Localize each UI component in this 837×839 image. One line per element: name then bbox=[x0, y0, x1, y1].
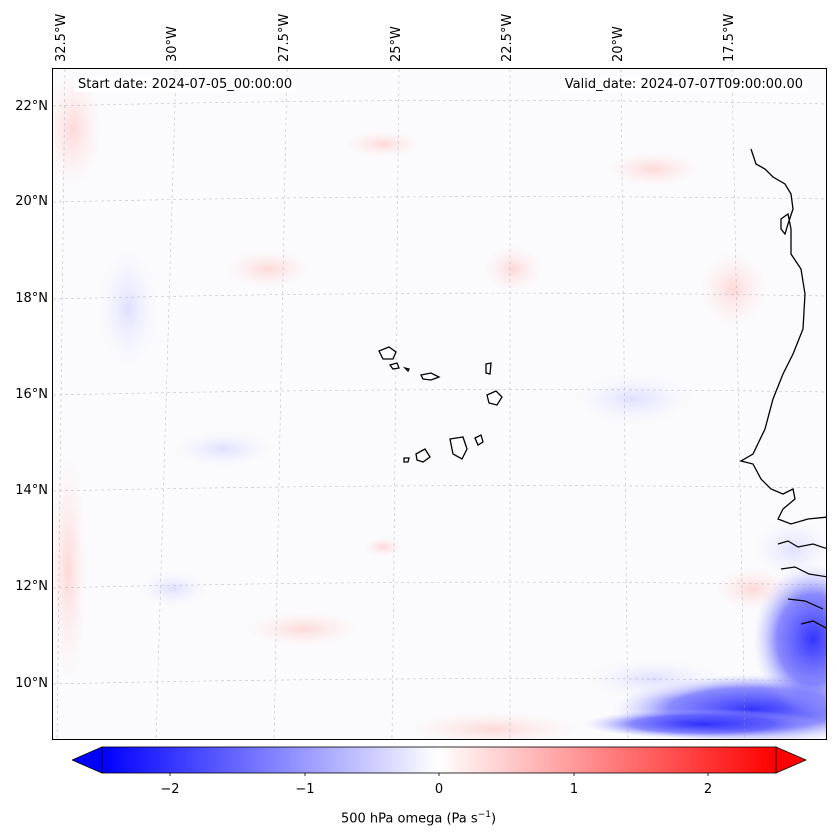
omega-pale-anomalies bbox=[53, 69, 793, 739]
cape-verde-islands bbox=[378, 346, 503, 463]
start-date-label: Start date: 2024-07-05_00:00:00 bbox=[74, 77, 297, 92]
colorbar-tick-label: −2 bbox=[160, 782, 180, 797]
map-field bbox=[53, 69, 826, 739]
island-santiago bbox=[449, 436, 468, 460]
lat-label-14n: 14°N bbox=[15, 483, 48, 498]
island-boa-vista bbox=[486, 390, 503, 406]
island-santo-antao bbox=[378, 346, 397, 360]
lon-label-17.5w: 17.5°W bbox=[722, 13, 737, 62]
lon-label-30w: 30°W bbox=[165, 26, 180, 62]
island-santa-luzia bbox=[402, 366, 410, 373]
lat-label-16n: 16°N bbox=[15, 387, 48, 402]
coastline-south bbox=[777, 540, 826, 629]
colorbar-high-extend bbox=[775, 746, 808, 774]
lon-label-27.5w: 27.5°W bbox=[277, 13, 292, 62]
island-sal bbox=[485, 362, 492, 375]
island-sao-vicente bbox=[388, 362, 400, 370]
colorbar-low-extend bbox=[72, 746, 103, 774]
lat-label-18n: 18°N bbox=[15, 291, 48, 306]
lat-label-22n: 22°N bbox=[15, 99, 48, 114]
lat-label-20n: 20°N bbox=[15, 194, 48, 209]
lat-label-10n: 10°N bbox=[15, 676, 48, 691]
colorbar-tick-label: −1 bbox=[295, 782, 315, 797]
colorbar-bar bbox=[101, 746, 777, 774]
colorbar-tick-label: 0 bbox=[434, 782, 444, 797]
colorbar-tick-label: 1 bbox=[569, 782, 579, 797]
lon-label-25w: 25°W bbox=[389, 26, 404, 62]
coastline bbox=[739, 148, 826, 525]
lon-label-32.5w: 32.5°W bbox=[54, 13, 69, 62]
map-panel bbox=[52, 68, 827, 740]
omega-strong-ascent-region bbox=[583, 519, 826, 739]
graticule bbox=[53, 69, 826, 739]
island-fogo bbox=[415, 448, 431, 463]
lon-label-22.5w: 22.5°W bbox=[500, 13, 515, 62]
colorbar-tick-label: 2 bbox=[703, 782, 713, 797]
colorbar-title: 500 hPa omega (Pa s−1) bbox=[340, 810, 497, 827]
island-brava bbox=[403, 457, 410, 463]
lat-label-12n: 12°N bbox=[15, 579, 48, 594]
island-sao-nicolau bbox=[420, 372, 441, 381]
valid-date-label: Valid_date: 2024-07-07T09:00:00.00 bbox=[560, 77, 807, 92]
island-maio bbox=[474, 434, 484, 446]
colorbar bbox=[72, 746, 808, 776]
lon-label-20w: 20°W bbox=[611, 26, 626, 62]
